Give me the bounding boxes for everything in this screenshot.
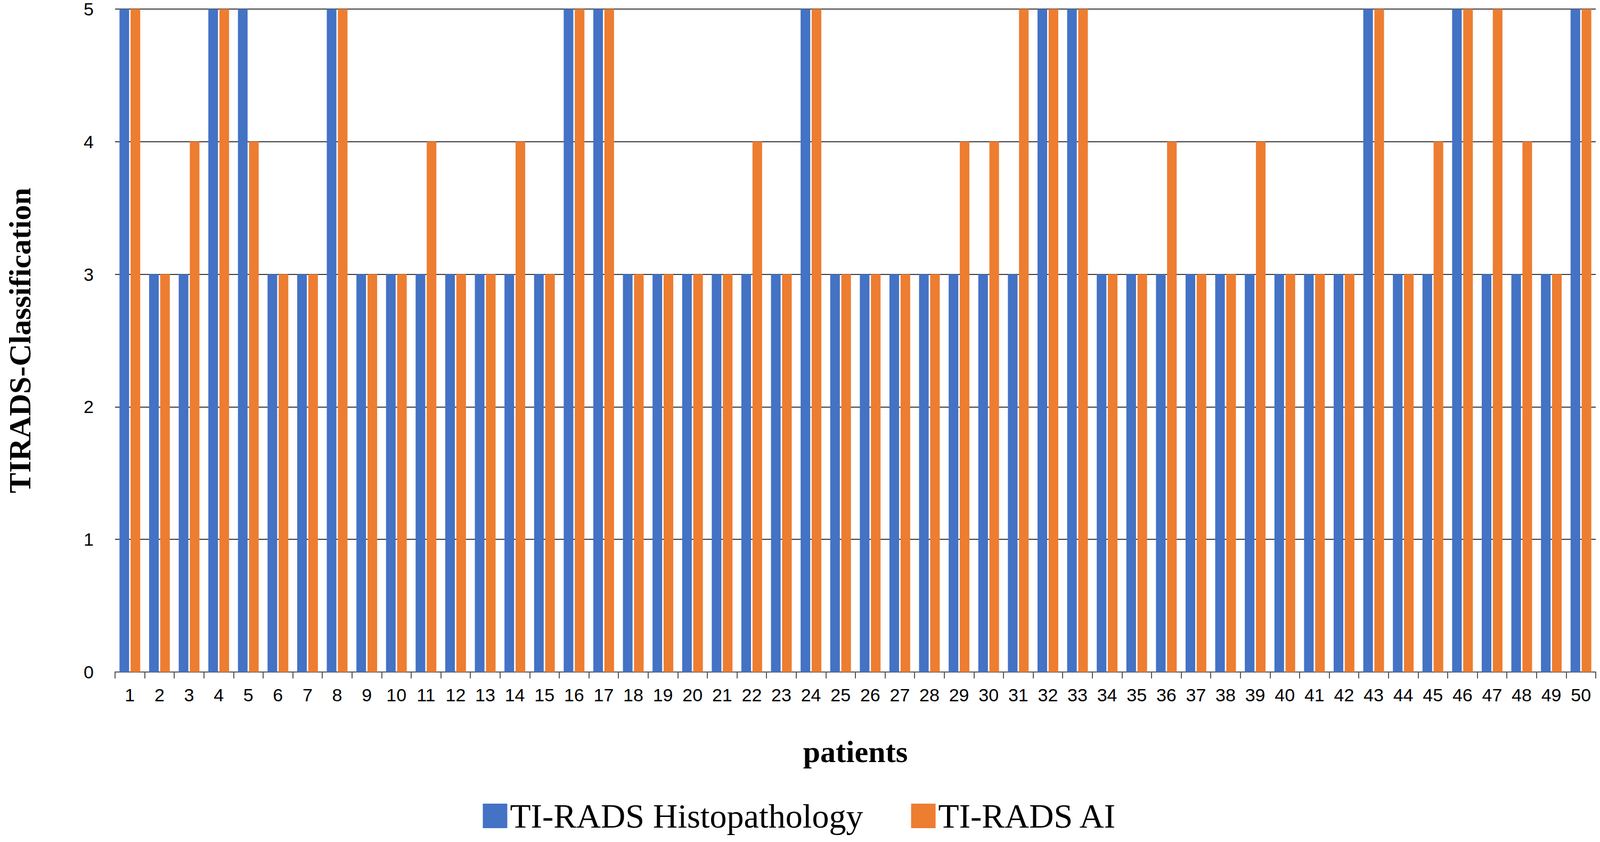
svg-text:5: 5 bbox=[83, 0, 94, 20]
svg-text:21: 21 bbox=[712, 684, 733, 705]
svg-text:33: 33 bbox=[1067, 684, 1088, 705]
svg-text:5: 5 bbox=[243, 684, 254, 705]
svg-text:18: 18 bbox=[623, 684, 644, 705]
svg-text:37: 37 bbox=[1185, 684, 1206, 705]
svg-text:10: 10 bbox=[386, 684, 407, 705]
svg-text:50: 50 bbox=[1570, 684, 1591, 705]
svg-text:8: 8 bbox=[332, 684, 343, 705]
svg-text:TIRADS-Classification: TIRADS-Classification bbox=[2, 187, 38, 494]
svg-text:32: 32 bbox=[1037, 684, 1058, 705]
svg-text:44: 44 bbox=[1393, 684, 1414, 705]
svg-text:38: 38 bbox=[1215, 684, 1236, 705]
svg-text:39: 39 bbox=[1245, 684, 1266, 705]
svg-text:31: 31 bbox=[1008, 684, 1029, 705]
svg-text:16: 16 bbox=[564, 684, 585, 705]
svg-text:35: 35 bbox=[1126, 684, 1147, 705]
svg-text:9: 9 bbox=[361, 684, 372, 705]
svg-text:24: 24 bbox=[801, 684, 822, 705]
svg-text:46: 46 bbox=[1452, 684, 1473, 705]
svg-text:2: 2 bbox=[83, 396, 94, 417]
svg-text:3: 3 bbox=[83, 264, 94, 285]
svg-text:23: 23 bbox=[771, 684, 792, 705]
svg-text:15: 15 bbox=[534, 684, 555, 705]
svg-text:TI-RADS AI: TI-RADS AI bbox=[938, 796, 1116, 835]
svg-text:TI-RADS Histopathology: TI-RADS Histopathology bbox=[509, 796, 863, 835]
svg-text:17: 17 bbox=[593, 684, 614, 705]
svg-text:26: 26 bbox=[860, 684, 881, 705]
svg-text:12: 12 bbox=[445, 684, 466, 705]
svg-text:27: 27 bbox=[889, 684, 910, 705]
svg-text:48: 48 bbox=[1511, 684, 1532, 705]
svg-text:45: 45 bbox=[1422, 684, 1443, 705]
svg-text:22: 22 bbox=[741, 684, 762, 705]
svg-text:28: 28 bbox=[919, 684, 940, 705]
svg-text:25: 25 bbox=[830, 684, 851, 705]
svg-text:49: 49 bbox=[1541, 684, 1562, 705]
svg-text:41: 41 bbox=[1304, 684, 1325, 705]
svg-text:4: 4 bbox=[213, 684, 224, 705]
svg-text:13: 13 bbox=[475, 684, 496, 705]
svg-text:19: 19 bbox=[652, 684, 674, 705]
svg-text:0: 0 bbox=[83, 661, 94, 682]
svg-text:47: 47 bbox=[1481, 684, 1502, 705]
svg-text:30: 30 bbox=[978, 684, 999, 705]
svg-text:36: 36 bbox=[1156, 684, 1177, 705]
svg-text:4: 4 bbox=[83, 131, 94, 152]
svg-text:20: 20 bbox=[682, 684, 703, 705]
svg-text:6: 6 bbox=[272, 684, 283, 705]
svg-text:7: 7 bbox=[302, 684, 313, 705]
svg-text:42: 42 bbox=[1333, 684, 1354, 705]
svg-text:2: 2 bbox=[154, 684, 165, 705]
svg-text:11: 11 bbox=[416, 684, 436, 705]
svg-text:40: 40 bbox=[1274, 684, 1295, 705]
svg-text:43: 43 bbox=[1363, 684, 1384, 705]
svg-text:patients: patients bbox=[803, 733, 909, 769]
svg-text:14: 14 bbox=[504, 684, 526, 705]
svg-text:3: 3 bbox=[184, 684, 195, 705]
svg-text:1: 1 bbox=[124, 684, 135, 705]
svg-text:29: 29 bbox=[949, 684, 970, 705]
svg-text:34: 34 bbox=[1097, 684, 1118, 705]
svg-text:1: 1 bbox=[83, 528, 94, 550]
